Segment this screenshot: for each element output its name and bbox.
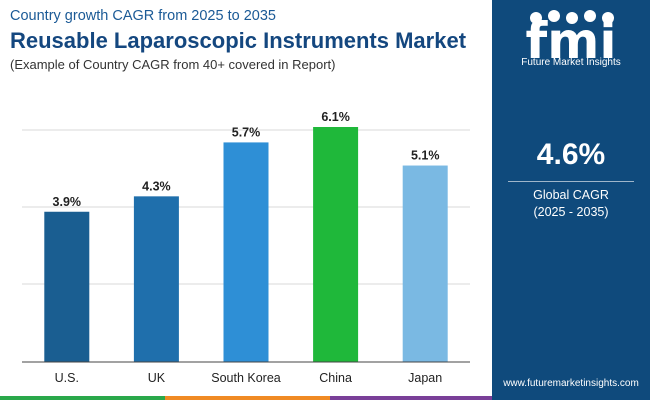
chart-subtitle: Country growth CAGR from 2025 to 2035 xyxy=(10,8,276,24)
logo-caption: Future Market Insights xyxy=(521,57,621,68)
chart-note: (Example of Country CAGR from 40+ covere… xyxy=(10,57,336,72)
global-cagr-period: (2025 - 2035) xyxy=(533,205,609,219)
data-label: 4.3% xyxy=(142,179,171,193)
logo-dot-icon xyxy=(566,12,578,24)
x-tick-label: UK xyxy=(148,371,166,385)
bar-uk xyxy=(133,196,179,362)
data-label: 5.7% xyxy=(232,125,261,139)
x-tick-label: China xyxy=(319,371,352,385)
footer-stripe-purple xyxy=(330,396,492,400)
fmi-logo: fmi xyxy=(526,10,617,70)
bar-japan xyxy=(402,165,448,362)
bar-u-s- xyxy=(44,211,90,362)
bar-china xyxy=(313,127,359,362)
data-label: 3.9% xyxy=(53,195,82,209)
logo-dot-icon xyxy=(548,10,560,22)
data-label: 6.1% xyxy=(321,110,350,124)
bar-chart: 3.9% U.S. 4.3% UK 5.7% South Korea 6.1% China 5.… xyxy=(22,110,470,385)
kpi-divider xyxy=(508,181,634,182)
x-tick-label: South Korea xyxy=(211,371,281,385)
x-tick-label: U.S. xyxy=(55,371,79,385)
x-tick-label: Japan xyxy=(408,371,442,385)
chart-title: Reusable Laparoscopic Instruments Market xyxy=(10,28,467,53)
footer-stripe-orange xyxy=(165,396,330,400)
footer-stripe-green xyxy=(0,396,165,400)
global-cagr-value: 4.6% xyxy=(536,138,606,171)
website-link[interactable]: www.futuremarketinsights.com xyxy=(503,378,639,389)
bar-south-korea xyxy=(223,142,269,362)
sidebar-panel: fmi Future Market Insights 4.6% Global C… xyxy=(492,0,650,400)
logo-dot-icon xyxy=(584,10,596,22)
data-label: 5.1% xyxy=(411,149,440,163)
bar-chart-svg: 3.9% U.S. 4.3% UK 5.7% South Korea 6.1% China 5.… xyxy=(22,110,470,385)
global-cagr-label: Global CAGR xyxy=(533,188,609,202)
logo-dot-icon xyxy=(602,12,614,24)
chart-header: Country growth CAGR from 2025 to 2035 Re… xyxy=(10,6,490,74)
logo-dot-icon xyxy=(530,12,542,24)
